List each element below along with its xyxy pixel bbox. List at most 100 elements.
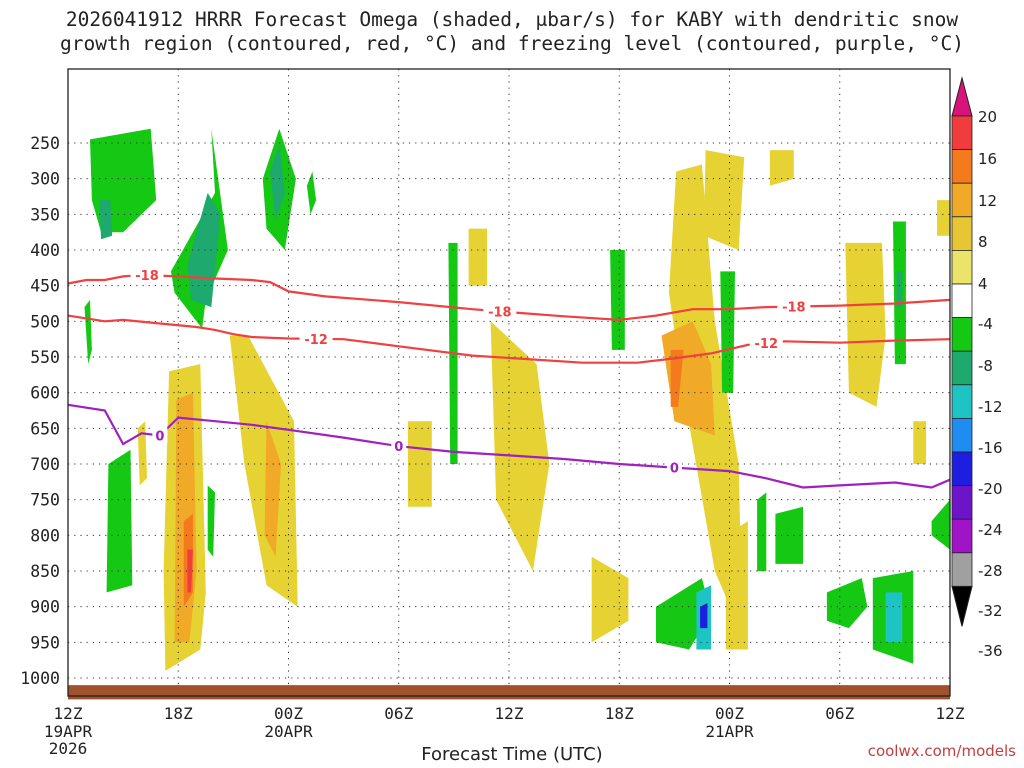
omega-region-6 bbox=[306, 171, 317, 215]
y-tick-label: 300 bbox=[30, 170, 60, 189]
colorbar-min-arrow bbox=[951, 585, 973, 627]
colorbar-swatch bbox=[951, 249, 973, 285]
omega-region-20 bbox=[490, 321, 550, 571]
omega-shaded-regions bbox=[84, 128, 950, 671]
y-tick-label: 400 bbox=[30, 241, 60, 260]
y-tick-label: 650 bbox=[30, 419, 60, 438]
omega-region-0 bbox=[90, 128, 157, 233]
contour-label: -12 bbox=[755, 337, 779, 352]
colorbar-label: -28 bbox=[978, 562, 1003, 580]
colorbar: 20 16 12 8 4 -4 -8 -12 -16 -20 -24 -28 -32 -36 bbox=[951, 76, 1003, 660]
colorbar-swatch bbox=[951, 115, 973, 150]
omega-region-25 bbox=[670, 349, 684, 407]
omega-region-19 bbox=[407, 421, 432, 507]
colorbar-label: -4 bbox=[978, 315, 993, 333]
contour-label: 0 bbox=[670, 462, 679, 477]
plot-frame bbox=[67, 68, 951, 697]
x-axis-title: Forecast Time (UTC) bbox=[421, 744, 603, 765]
temperature-contours: -18 -18 -18 -12 -12 0 0 0 bbox=[67, 267, 951, 489]
x-tick-label: 18Z bbox=[605, 704, 634, 723]
colorbar-swatch bbox=[951, 451, 973, 486]
x-date-label: 21APR bbox=[705, 722, 754, 741]
contour-label-bg bbox=[483, 303, 517, 320]
colorbar-label: 12 bbox=[978, 192, 997, 210]
x-tick-label: 06Z bbox=[384, 704, 413, 723]
omega-region-15 bbox=[137, 421, 147, 486]
omega-region-22 bbox=[610, 250, 625, 350]
omega-region-36 bbox=[845, 242, 886, 407]
omega-region-24 bbox=[661, 321, 715, 436]
colorbar-swatch bbox=[951, 149, 973, 184]
x-tick-label: 12Z bbox=[54, 704, 83, 723]
contour-label-bg bbox=[130, 267, 164, 284]
x-tick-label: 12Z bbox=[936, 704, 965, 723]
y-tick-label: 600 bbox=[30, 384, 60, 403]
colorbar-label: -36 bbox=[978, 642, 1003, 660]
omega-region-38 bbox=[896, 271, 903, 308]
x-year-label: 2026 bbox=[49, 739, 88, 758]
omega-region-26 bbox=[703, 150, 745, 250]
colorbar-label: 8 bbox=[978, 233, 988, 251]
colorbar-label: -24 bbox=[978, 521, 1003, 539]
omega-region-1 bbox=[99, 200, 113, 240]
contour-label: -18 bbox=[782, 301, 806, 316]
pressure-axis: 250 300 350 400 450 500 550 600 650 700 750 800 850 9… bbox=[20, 134, 60, 688]
contour-label: 0 bbox=[394, 440, 403, 455]
colorbar-label: -12 bbox=[978, 398, 1003, 416]
colorbar-label: -16 bbox=[978, 439, 1003, 457]
colorbar-swatch bbox=[951, 384, 973, 419]
omega-region-32 bbox=[757, 492, 767, 571]
omega-region-16 bbox=[106, 449, 133, 593]
contour-label-bg bbox=[666, 459, 682, 476]
contour-label: -18 bbox=[135, 269, 159, 284]
colorbar-label: -32 bbox=[978, 602, 1003, 620]
omega-region-33 bbox=[769, 150, 794, 186]
x-tick-label: 00Z bbox=[715, 704, 744, 723]
y-tick-label: 950 bbox=[30, 633, 60, 652]
contour-label-bg bbox=[777, 298, 811, 315]
omega-region-5 bbox=[270, 143, 285, 222]
y-tick-label: 900 bbox=[30, 598, 60, 617]
colorbar-swatch bbox=[951, 216, 973, 251]
x-tick-label: 06Z bbox=[825, 704, 854, 723]
x-date-label: 19APR bbox=[44, 722, 93, 741]
contour-label: -18 bbox=[488, 305, 512, 320]
terrain-band bbox=[68, 685, 950, 700]
y-tick-label: 850 bbox=[30, 562, 60, 581]
x-tick-label: 18Z bbox=[164, 704, 193, 723]
omega-region-14 bbox=[207, 485, 215, 557]
omega-region-12 bbox=[229, 335, 298, 607]
contour-label-bg bbox=[391, 438, 407, 455]
x-date-label: 20APR bbox=[264, 722, 313, 741]
omega-region-13 bbox=[264, 421, 282, 557]
omega-region-21 bbox=[591, 556, 629, 643]
omega-region-42 bbox=[931, 499, 950, 550]
colorbar-label: -8 bbox=[978, 357, 993, 375]
y-tick-label: 250 bbox=[30, 134, 60, 153]
y-tick-label: 450 bbox=[30, 277, 60, 296]
chart-title-line-1: 2026041912 HRRR Forecast Omega (shaded, … bbox=[65, 8, 959, 31]
colorbar-max-arrow bbox=[951, 76, 973, 117]
colorbar-label: 4 bbox=[978, 275, 988, 293]
omega-region-34 bbox=[775, 506, 803, 564]
x-tick-label: 00Z bbox=[274, 704, 303, 723]
colorbar-swatch bbox=[951, 485, 973, 520]
omega-region-40 bbox=[885, 592, 903, 643]
colorbar-label: 16 bbox=[978, 150, 997, 168]
colorbar-swatch bbox=[951, 350, 973, 386]
colorbar-label: 20 bbox=[978, 108, 997, 126]
contour-label-bg bbox=[152, 427, 168, 444]
omega-region-30 bbox=[700, 603, 708, 629]
omega-region-27 bbox=[720, 271, 735, 393]
colorbar-swatch bbox=[951, 283, 973, 318]
x-tick-label: 12Z bbox=[495, 704, 524, 723]
omega-region-11 bbox=[187, 549, 193, 593]
colorbar-swatch bbox=[951, 317, 973, 352]
chart-title-line-2: growth region (contoured, red, °C) and f… bbox=[60, 32, 964, 55]
omega-region-18 bbox=[468, 228, 487, 286]
colorbar-label: -20 bbox=[978, 480, 1003, 498]
y-tick-label: 500 bbox=[30, 312, 60, 331]
colorbar-swatch bbox=[951, 518, 973, 554]
y-tick-label: 350 bbox=[30, 205, 60, 224]
